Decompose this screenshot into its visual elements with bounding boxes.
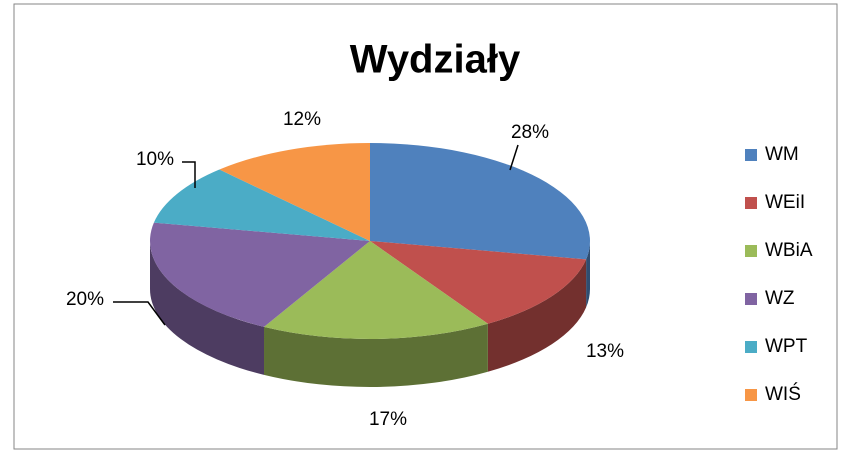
pie-slice [219, 143, 370, 241]
legend-swatch [745, 149, 757, 161]
data-label: 13% [586, 341, 624, 362]
data-label: 28% [511, 122, 549, 143]
legend-swatch [745, 197, 757, 209]
legend-label: WEiI [765, 192, 805, 213]
leader-line [509, 144, 519, 171]
leader-line [182, 161, 196, 188]
legend-swatch [745, 245, 757, 257]
leader-line [113, 301, 166, 326]
data-label: 12% [283, 109, 321, 130]
pie-slice [153, 169, 370, 241]
legend-label: WIŚ [765, 383, 801, 405]
pie-slice [370, 143, 590, 260]
data-label: 20% [66, 289, 104, 310]
chart-title: Wydziały [350, 38, 521, 82]
legend-label: WM [765, 144, 799, 165]
pie-slice [149, 222, 370, 327]
legend-swatch [745, 341, 757, 353]
legend-label: WPT [765, 336, 808, 357]
data-label: 10% [136, 149, 174, 170]
pie-slice [370, 241, 587, 324]
data-label: 17% [369, 409, 407, 430]
pie-side [264, 323, 488, 387]
legend-label: WBiA [765, 240, 813, 261]
legend-label: WZ [765, 288, 795, 309]
pie-side [150, 241, 265, 375]
legend-swatch [745, 293, 757, 305]
legend-swatch [745, 389, 757, 401]
pie-side [586, 241, 590, 308]
pie-side [487, 259, 587, 372]
pie-slice [264, 241, 488, 339]
